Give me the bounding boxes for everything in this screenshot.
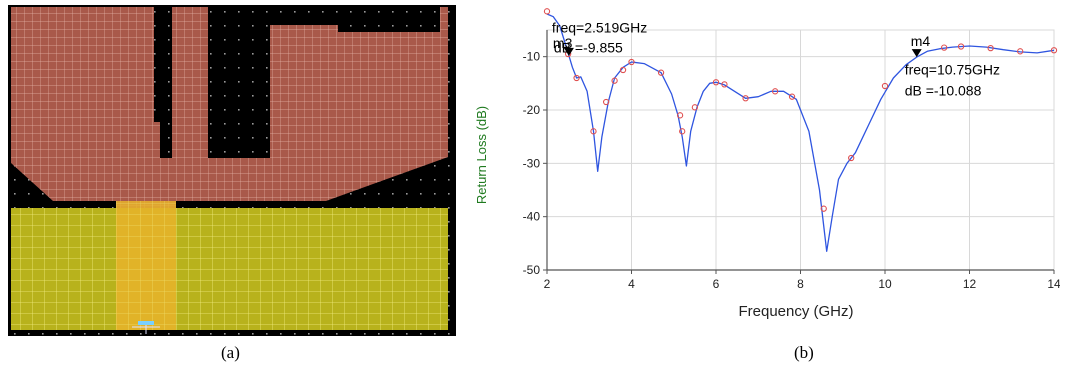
sample-point — [543, 8, 551, 15]
ground-plane — [11, 208, 448, 330]
sample-point — [1017, 48, 1024, 55]
x-tick-label: 14 — [1047, 277, 1060, 291]
sample-point — [691, 104, 699, 111]
sample-point — [987, 44, 994, 52]
sample-point — [619, 66, 627, 74]
sample-point — [721, 81, 728, 88]
marker-freq-readout: freq=2.519GHz — [552, 20, 647, 36]
marker-triangle — [911, 49, 922, 58]
sample-point — [1050, 47, 1058, 54]
x-tick-label: 12 — [963, 277, 977, 291]
x-tick-label: 6 — [713, 277, 720, 291]
radiating-patch — [11, 7, 448, 208]
port-icon — [132, 321, 160, 334]
y-tick-label: -20 — [523, 103, 541, 117]
sample-point — [628, 58, 635, 66]
caption-b: (b) — [794, 343, 814, 362]
sample-point — [788, 93, 796, 100]
marker-name: m3 — [553, 35, 573, 51]
y-tick-label: -10 — [523, 50, 541, 64]
x-tick-label: 10 — [878, 277, 892, 291]
sample-point — [881, 82, 889, 90]
chart-axes: 2 4 6 8 10 12 14 -10 -20 -30 -40 -50 — [523, 30, 1061, 291]
sample-point — [940, 44, 948, 51]
patch-mesh — [11, 7, 448, 208]
sample-point — [771, 88, 779, 95]
sample-point — [679, 128, 686, 135]
caption-a: (a) — [221, 343, 240, 362]
marker-db-readout: dB =-10.088 — [905, 83, 982, 99]
marker-triangle — [563, 47, 574, 56]
sample-point — [611, 77, 618, 84]
y-axis-label: Return Loss (dB) — [474, 106, 489, 204]
sample-point — [848, 154, 855, 162]
x-tick-label: 2 — [544, 277, 551, 291]
x-tick-label: 8 — [797, 277, 804, 291]
marker-freq-readout: freq=10.75GHz — [905, 61, 1000, 77]
marker-db-readout: dB =-9.855 — [554, 39, 623, 55]
y-tick-label: -40 — [523, 210, 541, 224]
sample-point — [957, 43, 965, 50]
return-loss-chart: m3 freq=2.519GHz dB =-9.855 m4 freq=10.75GHz… — [460, 5, 1061, 336]
x-axis-label: Frequency (GHz) — [738, 303, 853, 320]
sample-point — [676, 112, 684, 119]
marker-name: m4 — [911, 33, 931, 49]
sample-point — [712, 79, 720, 86]
sample-point — [573, 74, 580, 82]
antenna-layout-drawing — [8, 5, 456, 336]
sample-point — [820, 205, 827, 212]
antenna-layout-view — [8, 5, 456, 336]
sample-point — [742, 95, 749, 102]
sample-point — [657, 69, 665, 76]
ground-mesh — [11, 208, 448, 330]
y-tick-label: -50 — [523, 263, 541, 277]
sample-point — [602, 98, 610, 106]
x-tick-label: 4 — [628, 277, 635, 291]
feed-line — [116, 201, 176, 330]
y-tick-label: -30 — [523, 156, 541, 170]
sample-point — [590, 128, 597, 135]
